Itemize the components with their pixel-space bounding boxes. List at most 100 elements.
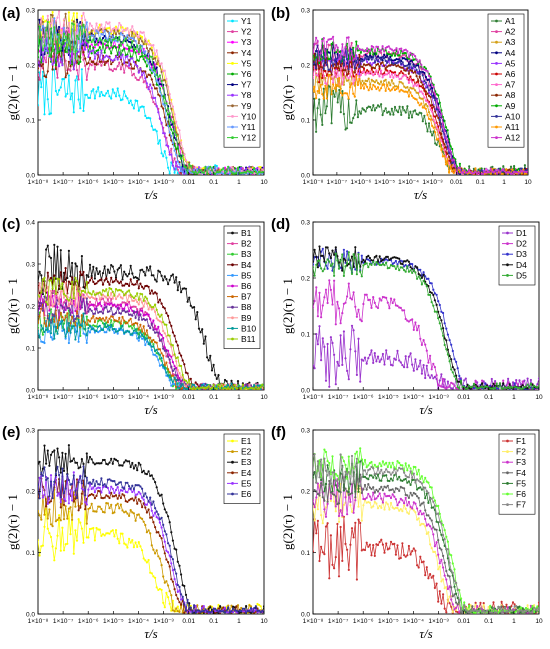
data-point <box>335 51 338 54</box>
data-point <box>114 95 118 98</box>
data-point <box>114 305 118 308</box>
data-point <box>204 165 207 169</box>
data-point <box>235 384 238 387</box>
data-point <box>97 311 100 314</box>
data-point <box>134 51 137 54</box>
data-point <box>170 128 173 131</box>
data-point <box>378 83 381 86</box>
data-point <box>155 317 158 320</box>
data-point <box>163 349 166 352</box>
data-point <box>101 328 105 332</box>
data-point <box>101 94 105 97</box>
data-point <box>72 23 75 26</box>
data-point <box>87 275 90 278</box>
data-point <box>59 322 62 325</box>
data-point <box>170 147 173 150</box>
data-point <box>427 102 431 105</box>
data-point <box>215 171 218 174</box>
data-point <box>427 78 431 81</box>
data-point <box>54 19 58 22</box>
data-point <box>383 56 386 60</box>
legend-entry: A2 <box>505 27 516 37</box>
data-point <box>188 169 191 172</box>
data-point <box>383 109 386 113</box>
data-point <box>207 167 210 170</box>
data-point <box>38 73 40 76</box>
data-point <box>119 312 122 315</box>
data-point <box>116 27 119 30</box>
data-point <box>449 150 452 153</box>
legend-marker <box>231 51 234 55</box>
data-point <box>404 111 407 114</box>
data-point <box>41 327 45 330</box>
data-point <box>51 14 54 17</box>
data-point <box>84 18 87 22</box>
data-point <box>245 167 248 170</box>
data-point <box>105 277 108 280</box>
data-point <box>178 372 181 375</box>
data-point <box>474 170 477 173</box>
data-point <box>347 70 350 73</box>
data-point <box>92 34 95 37</box>
x-tick-label: 1×10⁻³ <box>153 179 174 186</box>
data-point <box>128 319 131 322</box>
data-point <box>126 54 129 58</box>
legend-entry: Y2 <box>241 27 252 37</box>
data-point <box>144 274 147 277</box>
data-point <box>251 171 254 174</box>
data-point <box>163 132 166 135</box>
data-point <box>417 92 420 95</box>
data-point <box>176 172 179 175</box>
data-point <box>141 268 144 271</box>
data-point <box>43 20 46 23</box>
data-point <box>131 327 134 330</box>
x-tick-label: 1×10⁻⁷ <box>53 179 74 186</box>
data-point <box>167 368 170 371</box>
data-point <box>97 44 100 47</box>
data-point <box>136 332 139 335</box>
data-point <box>359 51 362 54</box>
data-point <box>444 163 448 166</box>
legend-marker <box>231 115 234 118</box>
data-point <box>132 38 135 41</box>
data-point <box>249 167 253 170</box>
legend-marker <box>495 19 498 23</box>
data-point <box>160 80 163 83</box>
data-point <box>248 167 251 170</box>
data-point <box>170 153 173 156</box>
x-tick-label: 10 <box>524 179 532 186</box>
data-point <box>108 303 111 306</box>
data-point <box>380 87 383 90</box>
data-point <box>106 41 109 44</box>
data-point <box>119 322 122 325</box>
data-point <box>261 168 264 171</box>
data-point <box>375 63 378 66</box>
data-point <box>98 95 101 98</box>
data-point <box>93 68 96 71</box>
data-point <box>494 169 497 172</box>
data-point <box>119 327 122 330</box>
data-point <box>163 150 166 153</box>
y-axis-label: g(2)(τ) − 1 <box>280 65 295 121</box>
data-point <box>139 30 142 33</box>
data-point <box>446 139 449 142</box>
data-point <box>145 302 148 305</box>
data-point <box>426 113 429 116</box>
data-point <box>406 64 409 67</box>
data-point <box>54 292 58 295</box>
data-point <box>46 317 49 320</box>
data-point <box>106 59 109 63</box>
data-point <box>410 67 414 70</box>
data-point <box>66 276 69 280</box>
data-point <box>366 69 369 72</box>
data-point <box>72 320 75 323</box>
data-point <box>163 307 166 310</box>
data-point <box>313 58 316 61</box>
data-point <box>98 316 101 319</box>
data-point <box>129 55 132 58</box>
data-point <box>139 37 142 40</box>
data-point <box>438 142 441 145</box>
data-point <box>152 66 155 70</box>
data-point <box>316 90 319 93</box>
data-point <box>66 28 69 31</box>
